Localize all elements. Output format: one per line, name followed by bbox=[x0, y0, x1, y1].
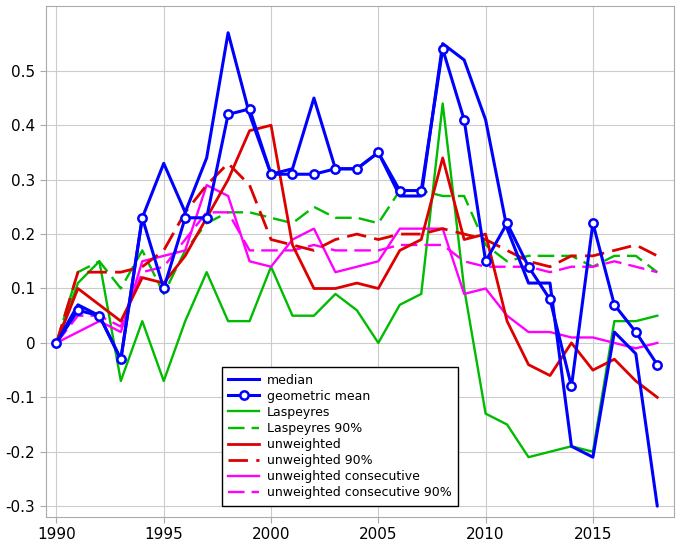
Legend: median, geometric mean, Laspeyres, Laspeyres 90%, unweighted, unweighted 90%, un: median, geometric mean, Laspeyres, Laspe… bbox=[222, 367, 458, 506]
